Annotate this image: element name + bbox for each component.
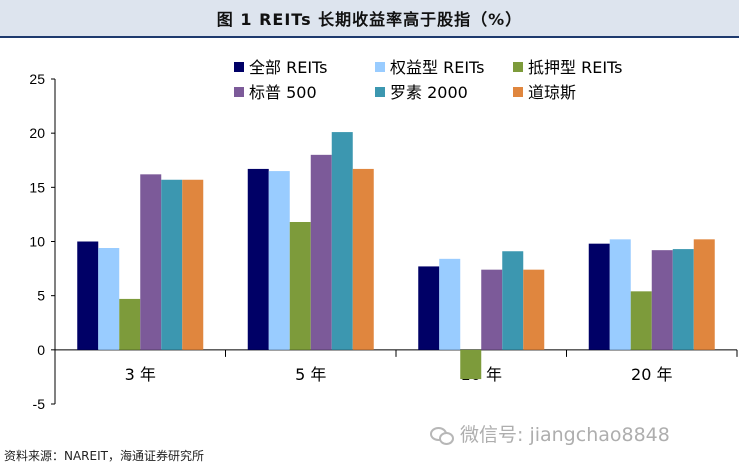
bar [418,266,440,350]
y-tick-label: 10 [29,234,45,250]
wechat-icon [430,425,454,445]
chart-bars [77,132,715,380]
y-tick-label: -5 [33,396,46,412]
legend-label: 道琼斯 [528,83,576,102]
y-tick-label: 20 [29,125,45,141]
bar [693,239,715,350]
legend-label: 权益型 REITs [390,58,485,77]
bar [161,179,183,350]
bar [588,243,610,350]
y-tick-label: 0 [37,342,45,358]
legend-swatch [375,62,385,72]
chart-legend: 全部 REITs 权益型 REITs 抵押型 REITs 标普 500 罗素 2000 道… [234,58,623,102]
y-tick-label: 15 [29,179,45,195]
bar [119,298,141,350]
legend-swatch [234,87,244,97]
bar [140,174,162,350]
bar [439,258,461,350]
legend-label: 标普 500 [249,83,317,102]
bar [182,179,204,350]
x-tick-label: 3 年 [125,365,156,384]
y-tick-label: 5 [37,288,45,304]
chart-title: 图 1 REITs 长期收益率高于股指（%） [216,10,523,29]
bar [651,250,673,350]
legend-swatch [513,87,523,97]
bar [77,241,99,350]
x-tick-label: 20 年 [631,365,672,384]
bar [289,222,311,350]
bar [268,171,290,350]
x-tick-label: 5 年 [295,365,326,384]
bar [609,239,631,350]
bar [98,248,120,350]
bar [630,291,652,350]
bar [247,168,269,350]
bar [460,349,482,380]
source-note: 资料来源：NAREIT，海通证券研究所 [4,449,204,463]
bar [672,249,694,350]
wechat-watermark: 微信号: jiangchao8848 [430,420,670,447]
bar [331,132,353,350]
bar [310,154,332,350]
bar [502,251,524,350]
y-tick-label: 25 [29,71,45,87]
legend-swatch [375,87,385,97]
legend-label: 罗素 2000 [390,83,468,102]
bar [481,269,503,350]
bar [523,269,545,350]
legend-label: 全部 REITs [249,58,328,77]
legend-swatch [234,62,244,72]
legend-swatch [513,62,523,72]
bar [352,168,374,350]
chart-title-bar: 图 1 REITs 长期收益率高于股指（%） [0,0,739,38]
watermark-text: 微信号: jiangchao8848 [460,424,670,446]
legend-label: 抵押型 REITs [528,58,623,77]
